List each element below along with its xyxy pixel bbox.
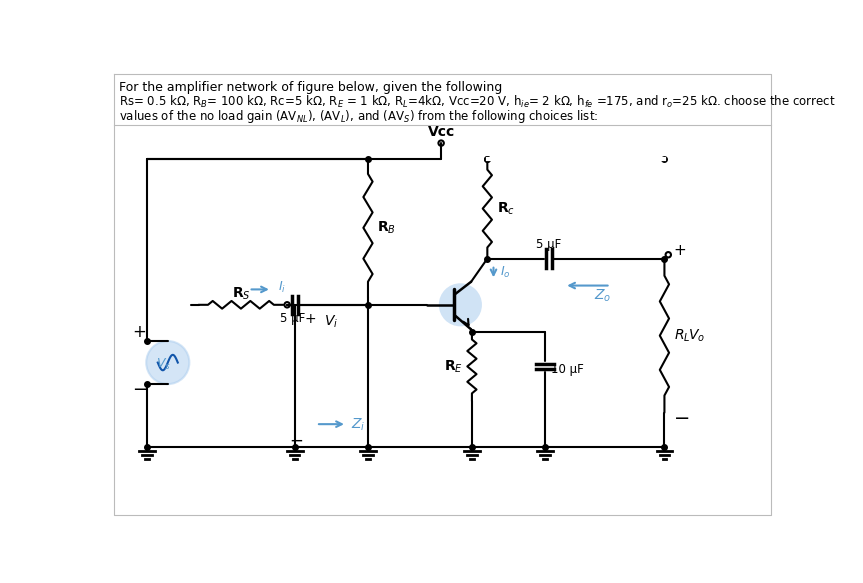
Text: +: +: [674, 244, 686, 258]
Text: −: −: [289, 432, 303, 450]
Text: R$_S$: R$_S$: [231, 286, 250, 302]
Text: values of the no load gain (AV$_{NL}$), (AV$_L$), and (AV$_S$) from the followin: values of the no load gain (AV$_{NL}$), …: [119, 108, 599, 125]
Text: $R_L$: $R_L$: [674, 328, 690, 344]
Text: −: −: [674, 409, 690, 429]
Text: 10 μF: 10 μF: [551, 363, 584, 376]
Text: $I_i$: $I_i$: [278, 280, 286, 296]
Circle shape: [438, 283, 482, 326]
Text: $I_o$: $I_o$: [500, 265, 510, 280]
Text: R$_B$: R$_B$: [377, 220, 396, 236]
Text: −: −: [132, 381, 147, 399]
Text: $V_s$: $V_s$: [156, 357, 172, 371]
Text: Vcc: Vcc: [427, 125, 455, 139]
Text: Rs= 0.5 k$\Omega$, R$_B$= 100 k$\Omega$, Rc=5 k$\Omega$, R$_E$ = 1 k$\Omega$, R$: Rs= 0.5 k$\Omega$, R$_B$= 100 k$\Omega$,…: [119, 94, 836, 110]
Text: For the amplifier network of figure below, given the following: For the amplifier network of figure belo…: [119, 80, 502, 94]
Text: +: +: [132, 323, 146, 340]
Text: +: +: [305, 312, 317, 326]
Text: $V_o$: $V_o$: [688, 328, 704, 344]
Text: R$_E$: R$_E$: [444, 358, 463, 375]
Text: $Z_o$: $Z_o$: [594, 287, 611, 304]
Text: 5 μF: 5 μF: [536, 238, 562, 251]
Text: $Z_i$: $Z_i$: [350, 417, 365, 433]
Text: 5 μF: 5 μF: [280, 312, 306, 325]
Circle shape: [146, 341, 189, 384]
Text: R$_c$: R$_c$: [496, 201, 514, 217]
Text: $V_i$: $V_i$: [324, 314, 337, 330]
